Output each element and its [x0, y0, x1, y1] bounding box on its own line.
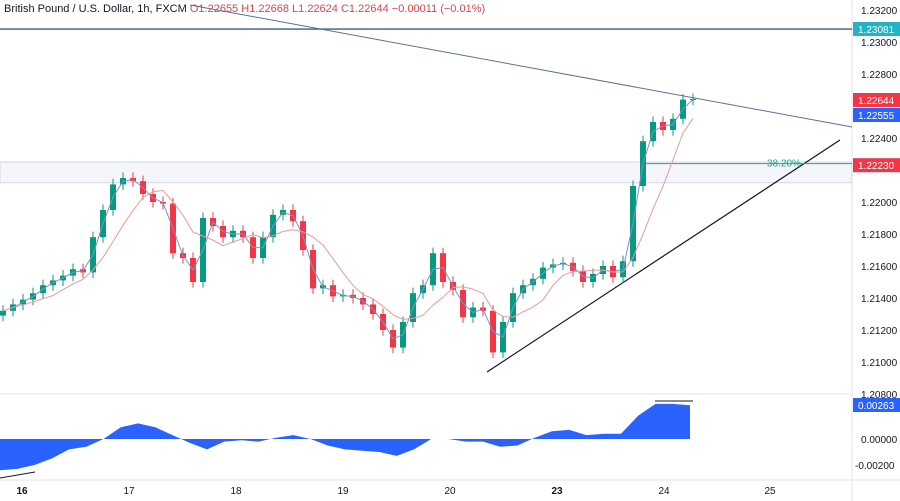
- chart-legend: British Pound / U.S. Dollar, 1h, FXCM O1…: [4, 3, 485, 15]
- symbol-title: British Pound / U.S. Dollar, 1h, FXCM: [4, 3, 187, 15]
- slow-moving-average: [2, 118, 694, 320]
- price-tick-label: 1.22400: [861, 134, 898, 145]
- open-value: O1.22655: [189, 3, 239, 15]
- price-tick-label: 1.20800: [861, 390, 898, 401]
- price-label-badge: 1.22230: [853, 158, 900, 173]
- oscillator-label-text: 0.00263: [858, 401, 895, 412]
- time-tick-label: 16: [16, 486, 28, 497]
- close-value: C1.22644: [340, 3, 389, 15]
- high-value: H1.22668: [241, 3, 289, 15]
- candle-body: [0, 310, 6, 316]
- price-label-bg: [853, 22, 900, 37]
- down-trendline: [189, 4, 853, 128]
- oscillator-low-line: [0, 471, 36, 479]
- price-label-badge: 1.23081: [853, 22, 900, 37]
- time-tick-label: 25: [764, 486, 776, 497]
- candle: [0, 305, 6, 322]
- oscillator-label-bg: [853, 398, 900, 412]
- price-tick-label: 1.23200: [861, 6, 898, 17]
- time-tick-label: 20: [444, 486, 456, 497]
- up-trendline: [486, 139, 841, 373]
- price-tick-label: 1.22800: [861, 70, 898, 81]
- change-value: −0.00011 (−0.01%): [391, 3, 486, 15]
- price-tick-label: 1.23000: [861, 38, 898, 49]
- price-tick-label: 1.21800: [861, 230, 898, 241]
- low-value: L1.22624: [292, 3, 338, 15]
- fib-label: 38.20%: [767, 159, 801, 170]
- price-tick-label: 1.21000: [861, 358, 898, 369]
- oscillator-tick-label: 0.00000: [861, 435, 898, 446]
- price-tick-label: 1.21600: [861, 262, 898, 273]
- time-tick-label: 18: [230, 486, 242, 497]
- price-label-bg: [853, 158, 900, 173]
- price-label-bg: [853, 93, 900, 107]
- price-label-badge: 1.22644: [853, 93, 900, 107]
- price-label-text: 1.23081: [858, 25, 895, 36]
- oscillator-value-badge: 0.00263: [853, 398, 900, 412]
- time-tick-label: 23: [551, 486, 563, 497]
- price-tick-label: 1.22000: [861, 198, 898, 209]
- time-tick-label: 19: [337, 486, 349, 497]
- price-tick-label: 1.21400: [861, 294, 898, 305]
- price-label-text: 1.22555: [858, 111, 895, 122]
- price-label-text: 1.22644: [858, 96, 895, 107]
- support-zone: [0, 161, 853, 184]
- price-label-badge: 1.22555: [853, 108, 900, 122]
- oscillator-tick-label: -0.00200: [855, 461, 895, 472]
- time-tick-label: 17: [123, 486, 135, 497]
- time-tick-label: 24: [658, 486, 670, 497]
- price-tick-label: 1.21200: [861, 326, 898, 337]
- oscillator-area: [0, 403, 690, 471]
- price-label-text: 1.22230: [858, 161, 895, 172]
- fast-moving-average: [2, 98, 694, 340]
- price-label-bg: [853, 108, 900, 122]
